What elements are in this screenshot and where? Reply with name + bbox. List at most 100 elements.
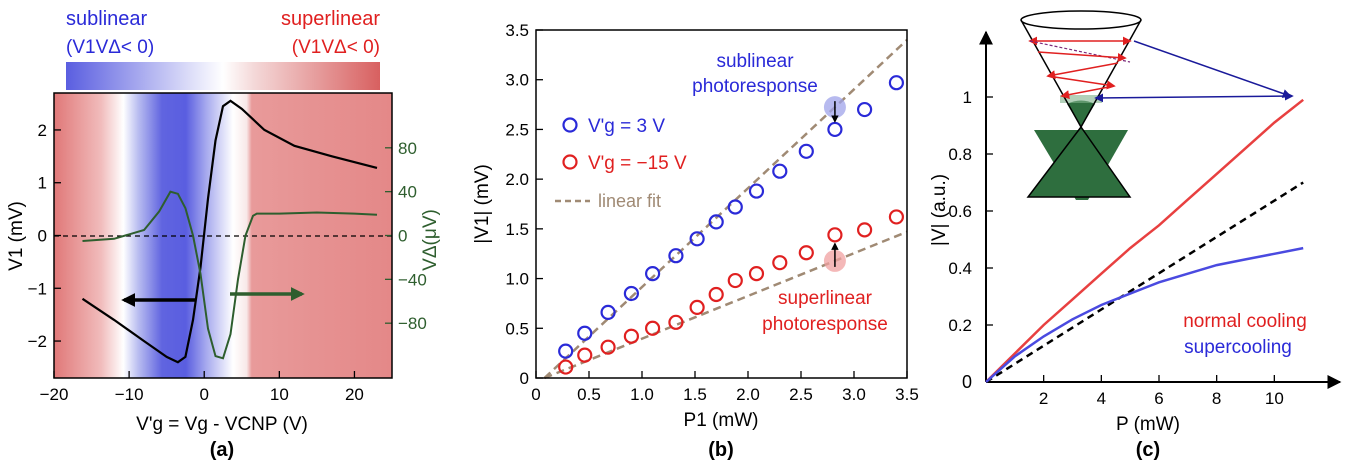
panel-b-x-tick-label: 2.0	[736, 385, 760, 404]
panel-a-y-tick-label-right: 40	[398, 183, 417, 202]
panel-c-x-tick-label: 10	[1265, 389, 1284, 408]
panel-a-y-tick-label-left: 2	[38, 121, 47, 140]
panel-b-x-tick-label: 1.5	[683, 385, 707, 404]
panel-a-y-tick-label-right: −40	[398, 270, 427, 289]
data-point-series-2	[888, 209, 905, 225]
panel-b-x-tick-label: 1.0	[630, 385, 654, 404]
panel-b-y-tick-label: 3.0	[505, 71, 529, 90]
series-supercooling	[985, 246, 1304, 383]
annotation-normal-cooling: normal cooling	[1183, 311, 1307, 332]
panel-a-y-tick-label-left: −1	[28, 279, 47, 298]
linear-fit-blue	[543, 39, 908, 379]
panel-b-y-tick-label: 2.0	[505, 170, 529, 189]
data-point-series-2	[600, 339, 616, 355]
colorbar	[66, 62, 380, 90]
panel-b-frame	[535, 29, 908, 379]
colorbar-left-sub: (V1VΔ< 0)	[66, 37, 154, 58]
dirac-cone-inset	[1020, 10, 1294, 200]
panel-a-x-tick-label: 10	[270, 385, 289, 404]
panel-c-ylabel: |V| (a.u.)	[929, 174, 950, 246]
panel-c-y-tick-label: 1	[963, 88, 972, 107]
panel-c-x-tick-label: 2	[1039, 389, 1048, 408]
legend-label-blue: V'g = 3 V	[588, 116, 665, 137]
panel-c-x-tick-label: 8	[1212, 389, 1221, 408]
panel-a-y-tick-label-left: 0	[38, 227, 47, 246]
panel-c-x-tick-label: 6	[1154, 389, 1163, 408]
data-point-series-2	[798, 245, 814, 261]
series-linear	[985, 181, 1304, 384]
data-point-series-1	[727, 199, 743, 215]
data-point-series-1	[827, 121, 843, 138]
data-point-series-2	[689, 299, 705, 316]
panel-b-x-tick-label: 2.5	[789, 385, 813, 404]
panel-c-xlabel: P (mW)	[1116, 414, 1180, 435]
panel-b-xlabel: P1 (mW)	[684, 410, 759, 431]
legend-marker-blue	[562, 117, 578, 133]
panel-b-y-tick-label: 0	[520, 369, 529, 388]
panel-c-y-tick-label: 0.6	[948, 202, 972, 221]
panel-a-x-tick-label: −10	[115, 385, 144, 404]
data-point-series-1	[798, 143, 814, 159]
panel-a-y-tick-label-left: 1	[38, 174, 47, 193]
panel-a-x-tick-label: −20	[40, 385, 69, 404]
panel-a-frame	[53, 92, 393, 379]
data-point-series-1	[558, 343, 574, 359]
series-normal-cooling	[985, 98, 1304, 383]
panel-b-y-tick-label: 1.5	[505, 220, 529, 239]
data-point-series-2	[577, 347, 593, 363]
data-point-series-2	[644, 320, 661, 336]
data-point-series-2	[856, 222, 873, 238]
panel-a-y-tick-label-left: −2	[28, 332, 47, 351]
data-point-series-2	[772, 255, 788, 271]
panel-b: 0 0.5 1.0 1.5 2.0 2.5 3.0 3.5 0 0.5 1.0 1.5 2.0 2.5 3.…	[472, 21, 919, 461]
data-point-series-1	[888, 75, 905, 91]
data-point-series-1	[748, 183, 765, 199]
panel-b-ylabel: |V1| (mV)	[472, 164, 493, 244]
panel-a-y-tick-label-right: 80	[398, 139, 417, 158]
data-point-series-2	[623, 328, 640, 344]
panel-a-xlabel: V'g = Vg - VCNP (V)	[136, 414, 308, 435]
legend-label-red: V'g = −15 V	[588, 153, 687, 174]
panel-b-label: (b)	[708, 439, 734, 461]
colorbar-left-label: sublinear	[66, 8, 148, 30]
panel-a-x-tick-label: 0	[199, 385, 208, 404]
panel-b-y-tick-label: 2.5	[505, 120, 529, 139]
panel-b-x-tick-label: 3.5	[895, 385, 919, 404]
panel-c: 2 4 6 8 10 0.2 0.4 0.6 0.8 1 normal cooling super…	[929, 10, 1342, 461]
legend-label-fit: linear fit	[598, 191, 661, 211]
panel-a-ylabel-right: VΔ(μV)	[420, 209, 441, 271]
panel-a: sublinear (V1VΔ< 0) superlinear (V1VΔ< 0…	[6, 8, 441, 461]
data-point-series-1	[772, 163, 788, 179]
data-point-series-1	[668, 248, 684, 264]
panel-c-y-tick-label: 0.8	[948, 145, 972, 164]
panel-c-x-tick-label: 4	[1097, 389, 1106, 408]
colorbar-right-label: superlinear	[281, 8, 380, 30]
data-point-series-1	[644, 266, 661, 282]
panel-c-y-tick-label: 0.4	[948, 259, 972, 278]
panel-a-x-tick-label: 20	[345, 385, 364, 404]
data-point-series-2	[558, 359, 574, 375]
annotation-superlinear: superlinear	[778, 288, 873, 309]
panel-b-y-tick-label: 1.0	[505, 270, 529, 289]
series-v1-curve	[81, 99, 378, 364]
panel-a-label: (a)	[210, 439, 234, 461]
data-point-series-2	[668, 314, 684, 330]
data-point-series-1	[600, 304, 616, 320]
legend-marker-red	[562, 154, 578, 170]
data-point-series-1	[623, 285, 640, 302]
panel-a-ylabel-left: V1 (mV)	[6, 201, 27, 271]
panel-c-y-tick-label: 0.2	[948, 316, 972, 335]
data-point-series-1	[856, 101, 873, 118]
panel-b-y-tick-label: 3.5	[505, 21, 529, 40]
panel-b-x-tick-label: 0.5	[577, 385, 601, 404]
series-vdelta-curve	[82, 190, 378, 360]
annotation-supercooling: supercooling	[1184, 337, 1292, 358]
panel-b-x-tick-label: 3.0	[842, 385, 866, 404]
data-point-series-2	[748, 266, 765, 282]
annotation-sublinear: sublinear	[716, 51, 794, 72]
panel-b-y-tick-label: 0.5	[505, 319, 529, 338]
panel-b-x-tick-label: 0	[531, 385, 540, 404]
data-point-series-1	[689, 231, 705, 247]
panel-c-origin-label: 0	[962, 372, 972, 392]
